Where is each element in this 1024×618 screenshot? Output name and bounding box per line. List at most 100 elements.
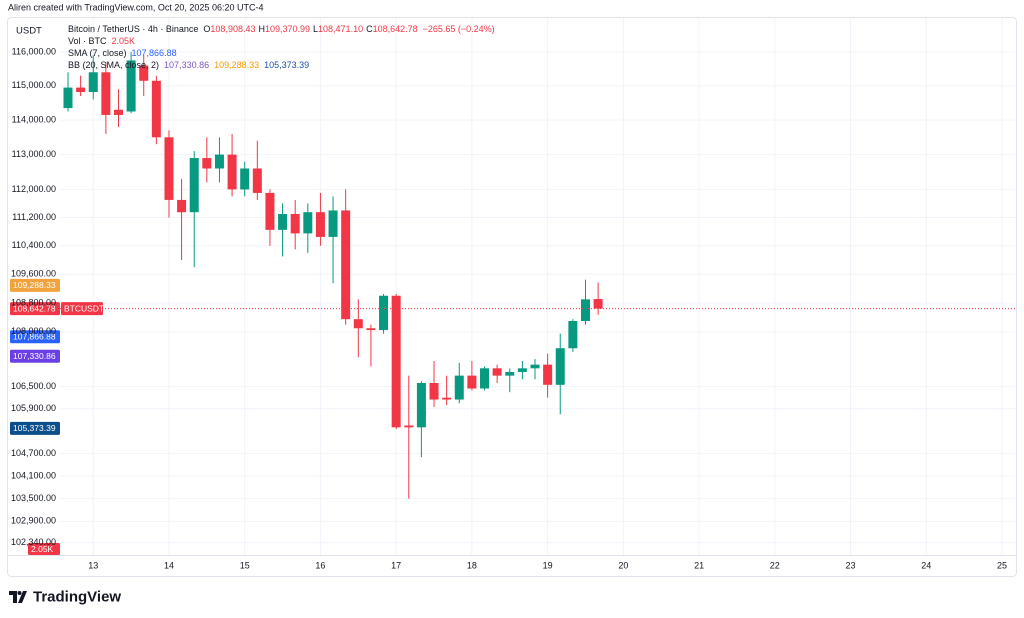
candle-body <box>480 368 490 389</box>
y-tick-label: 103,500.00 <box>11 493 56 503</box>
x-tick-label: 15 <box>240 560 250 570</box>
candle-body <box>202 158 212 169</box>
candle-body <box>341 210 351 320</box>
volume-badge <box>28 543 60 555</box>
price-badge-label: 107,866.88 <box>13 331 56 341</box>
candle-body <box>353 319 363 329</box>
symbol-badge <box>61 302 103 316</box>
indicator-value: 107,866.88 <box>132 48 177 58</box>
y-tick-label: 112,000.00 <box>12 184 56 194</box>
y-tick-label: 111,200.00 <box>12 212 56 222</box>
candle-body <box>530 364 540 369</box>
candle-body <box>517 368 527 372</box>
ohlc-value: 108,471.10 <box>318 24 363 34</box>
x-tick-label: 14 <box>164 560 174 570</box>
candle-body <box>454 375 464 400</box>
candle-body <box>88 72 98 93</box>
candle-body <box>442 397 452 400</box>
candle-body <box>278 213 288 230</box>
indicator-value: 105,373.39 <box>264 60 309 70</box>
candle-body <box>568 321 578 349</box>
candle-body <box>303 212 313 234</box>
ohlc-value: 109,370.99 <box>265 24 310 34</box>
indicator-row: SMA (7, close) 107,866.88 <box>68 48 177 58</box>
candle-body <box>151 80 161 138</box>
candle-body <box>126 60 136 112</box>
price-badge <box>10 278 60 292</box>
price-badge <box>10 349 60 363</box>
ohlc-key: H <box>258 24 265 34</box>
ohlc-value: 108,908.43 <box>210 24 255 34</box>
indicator-name: Vol · BTC <box>68 36 107 46</box>
x-tick-label: 23 <box>846 560 856 570</box>
candle-body <box>593 299 603 309</box>
y-tick-label: 113,000.00 <box>12 149 56 159</box>
candle-body <box>240 168 250 190</box>
currency-label: USDT <box>16 26 42 37</box>
candle-body <box>101 72 111 115</box>
x-tick-label: 25 <box>997 560 1007 570</box>
candle-body <box>76 87 86 93</box>
candle-body <box>214 154 224 169</box>
candle-body <box>580 299 590 322</box>
y-tick-label: 102,340.00 <box>11 537 56 547</box>
x-tick-label: 17 <box>391 560 401 570</box>
indicator-name: BB (20, SMA, close, 2) <box>68 60 159 70</box>
y-tick-label: 104,700.00 <box>11 448 56 458</box>
overlays: 109,288.33 107,866.88 107,330.86 105,373.39… <box>10 278 1015 555</box>
ohlc-key: L <box>313 24 318 34</box>
candle-body <box>177 199 187 213</box>
candle-body <box>404 425 414 428</box>
logo-dot <box>17 591 22 595</box>
price-badge <box>10 330 60 344</box>
candle-body <box>189 158 199 213</box>
attribution: Aliren created with TradingView.com, Oct… <box>8 2 263 12</box>
indicator-value: 107,330.86 <box>164 60 209 70</box>
price-badge-label: 108,642.78 <box>13 303 56 313</box>
candle-body <box>328 210 338 237</box>
y-tick-label: 114,000.00 <box>12 114 56 124</box>
price-badge-label: 109,288.33 <box>13 280 56 290</box>
candle-body <box>505 371 515 376</box>
y-tick-label: 108,000.00 <box>11 326 56 336</box>
indicator-value: 2.05K <box>112 36 136 46</box>
candles <box>63 51 603 499</box>
y-tick-label: 105,900.00 <box>11 403 56 413</box>
indicator-value: 109,288.33 <box>214 60 259 70</box>
grid <box>60 18 1015 555</box>
ohlc-value: 108,642.78 <box>373 24 418 34</box>
candle-body <box>63 87 73 109</box>
candle-body <box>379 295 389 331</box>
price-badge <box>10 302 60 316</box>
candle-body <box>315 212 325 237</box>
y-tick-label: 116,000.00 <box>12 46 56 56</box>
indicator-name: SMA (7, close) <box>68 48 127 58</box>
y-tick-label: 106,500.00 <box>11 381 56 391</box>
x-tick-label: 22 <box>770 560 780 570</box>
indicator-row: Vol · BTC 2.05K <box>68 36 135 46</box>
candle-body <box>429 382 439 400</box>
candle-body <box>139 65 149 81</box>
candle-body <box>290 213 300 234</box>
x-tick-label: 20 <box>618 560 628 570</box>
logo-icon <box>9 591 27 603</box>
symbol-badge-label: BTCUSDT <box>64 303 104 313</box>
x-tick-label: 18 <box>467 560 477 570</box>
candle-body <box>543 364 553 385</box>
chart-frame <box>7 17 1017 577</box>
candle-body <box>467 375 477 389</box>
indicator-row: BB (20, SMA, close, 2) 107,330.86 109,288.… <box>68 60 309 70</box>
candle-body <box>416 382 426 428</box>
price-badge-label: 107,330.86 <box>13 351 56 361</box>
legend: Bitcoin / TetherUS · 4h · Binance O108,90… <box>68 24 495 70</box>
symbol-name: Bitcoin / TetherUS · 4h · Binance <box>68 24 198 34</box>
logo-text: TradingView <box>33 588 121 605</box>
volume-badge-label: 2.05K <box>31 544 54 554</box>
x-tick-label: 13 <box>88 560 98 570</box>
x-tick-label: 19 <box>543 560 553 570</box>
y-tick-label: 109,600.00 <box>11 269 56 279</box>
candle-body <box>252 168 262 193</box>
logo: TradingView <box>9 588 121 605</box>
price-badge-label: 105,373.39 <box>13 423 56 433</box>
